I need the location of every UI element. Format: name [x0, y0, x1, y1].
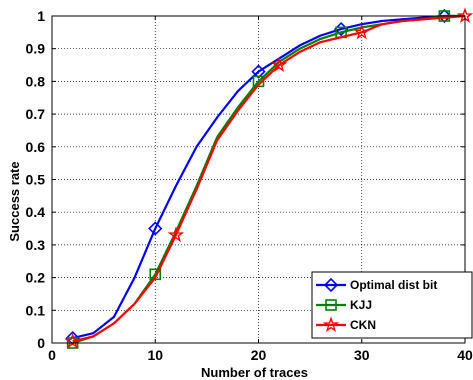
y-tick-label: 0.1	[26, 302, 46, 318]
y-tick-label: 0.6	[26, 139, 46, 155]
data-point-marker	[148, 221, 163, 236]
y-tick-label: 0.7	[26, 106, 46, 122]
data-point-marker	[167, 226, 185, 243]
y-tick-label: 0.3	[26, 237, 46, 253]
series-line	[72, 14, 466, 343]
legend-label: CKN	[350, 318, 376, 332]
series-ckn	[64, 7, 473, 349]
series-line	[72, 14, 465, 340]
data-point-marker	[270, 56, 288, 73]
data-point-marker	[437, 8, 452, 24]
data-point-marker	[251, 64, 266, 79]
legend-marker	[325, 299, 337, 311]
y-tick-label: 0.5	[26, 172, 46, 188]
legend-label: KJJ	[350, 298, 372, 312]
x-tick-label: 0	[48, 347, 56, 363]
x-tick-label: 10	[147, 347, 163, 363]
x-axis-label: Number of traces	[201, 365, 308, 380]
data-point-marker	[353, 23, 370, 40]
y-tick-label: 0.9	[26, 41, 46, 57]
y-tick-label: 0.8	[26, 73, 46, 89]
y-tick-label: 0.2	[26, 270, 46, 286]
data-point-marker	[64, 332, 81, 349]
legend-marker	[322, 316, 340, 332]
plot-frame	[51, 15, 466, 344]
x-tick-label: 40	[457, 347, 473, 363]
y-tick-label: 0.4	[26, 204, 46, 220]
y-axis-label: Success rate	[7, 161, 22, 241]
legend: Optimal dist bit KJJ CKN	[311, 271, 473, 339]
series-lines	[64, 7, 473, 349]
x-tick-label: 20	[251, 347, 267, 363]
axis-ticks: 0 10 20 30 40 0 0.1 0.2 0.3 0.4 0.5 0.6 0.7 0.8 0.9 1	[26, 8, 473, 363]
x-tick-label: 30	[354, 347, 370, 363]
y-tick-label: 0	[37, 335, 45, 351]
legend-label: Optimal dist bit	[350, 278, 437, 292]
y-tick-label: 1	[37, 8, 45, 24]
legend-marker	[323, 277, 339, 293]
